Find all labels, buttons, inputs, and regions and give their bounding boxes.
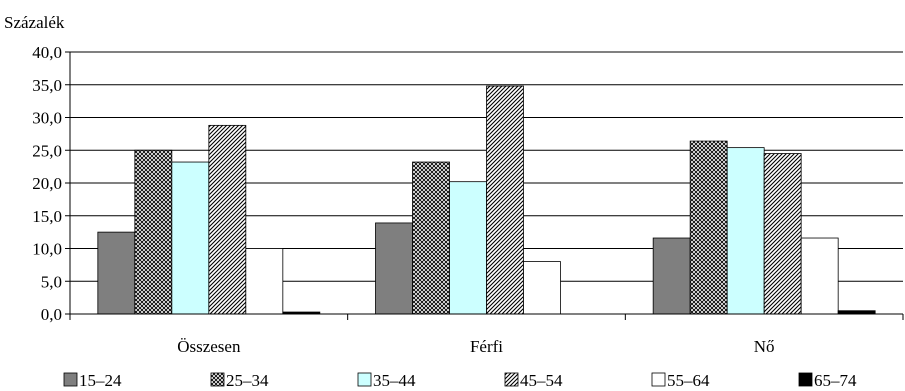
legend-swatch: [504, 372, 519, 387]
legend-swatch: [357, 372, 372, 387]
y-tick-label: 5,0: [41, 272, 62, 291]
x-category-label: Férfi: [470, 337, 503, 356]
legend-swatch: [210, 372, 225, 387]
y-tick-label: 40,0: [32, 43, 62, 62]
legend-label: 15–24: [79, 371, 122, 390]
bar: [523, 261, 561, 315]
y-tick-label: 30,0: [32, 109, 62, 128]
bar: [375, 222, 413, 315]
legend-label: 25–34: [226, 371, 269, 390]
legend: 15–24 25–34 35–44 45–54 55–64 65–74: [63, 371, 857, 390]
y-tick-label: 25,0: [32, 141, 62, 160]
bar: [412, 161, 450, 315]
y-axis-ticks: 0,0 5,0 10,0 15,0 20,0 25,0 30,0 35,0 40,0: [32, 43, 70, 324]
legend-swatch: [798, 372, 813, 387]
y-tick-label: 15,0: [32, 207, 62, 226]
bar: [763, 153, 802, 315]
bar: [208, 124, 247, 315]
y-tick-label: 0,0: [41, 305, 62, 324]
category-labels: Összesen Férfi Nő: [177, 337, 774, 356]
legend-swatch: [63, 372, 78, 387]
bar: [245, 248, 284, 315]
y-tick-label: 10,0: [32, 240, 62, 259]
legend-label: 35–44: [373, 371, 416, 390]
bar: [486, 85, 524, 315]
bar: [689, 140, 728, 315]
bar: [652, 237, 691, 315]
y-axis-label: Százalék: [4, 13, 65, 32]
legend-swatch: [651, 372, 666, 387]
legend-label: 55–64: [667, 371, 710, 390]
y-tick-label: 35,0: [32, 76, 62, 95]
x-category-label: Összesen: [177, 337, 241, 356]
x-category-label: Nő: [754, 337, 775, 356]
legend-label: 45–54: [520, 371, 563, 390]
y-tick-label: 20,0: [32, 174, 62, 193]
bar: [800, 237, 839, 315]
bar: [134, 149, 173, 315]
axes: [69, 52, 904, 320]
bar: [726, 147, 765, 315]
bar: [171, 161, 210, 315]
bar: [97, 231, 136, 315]
bars: [97, 85, 876, 315]
legend-label: 65–74: [814, 371, 857, 390]
bar: [449, 181, 487, 315]
